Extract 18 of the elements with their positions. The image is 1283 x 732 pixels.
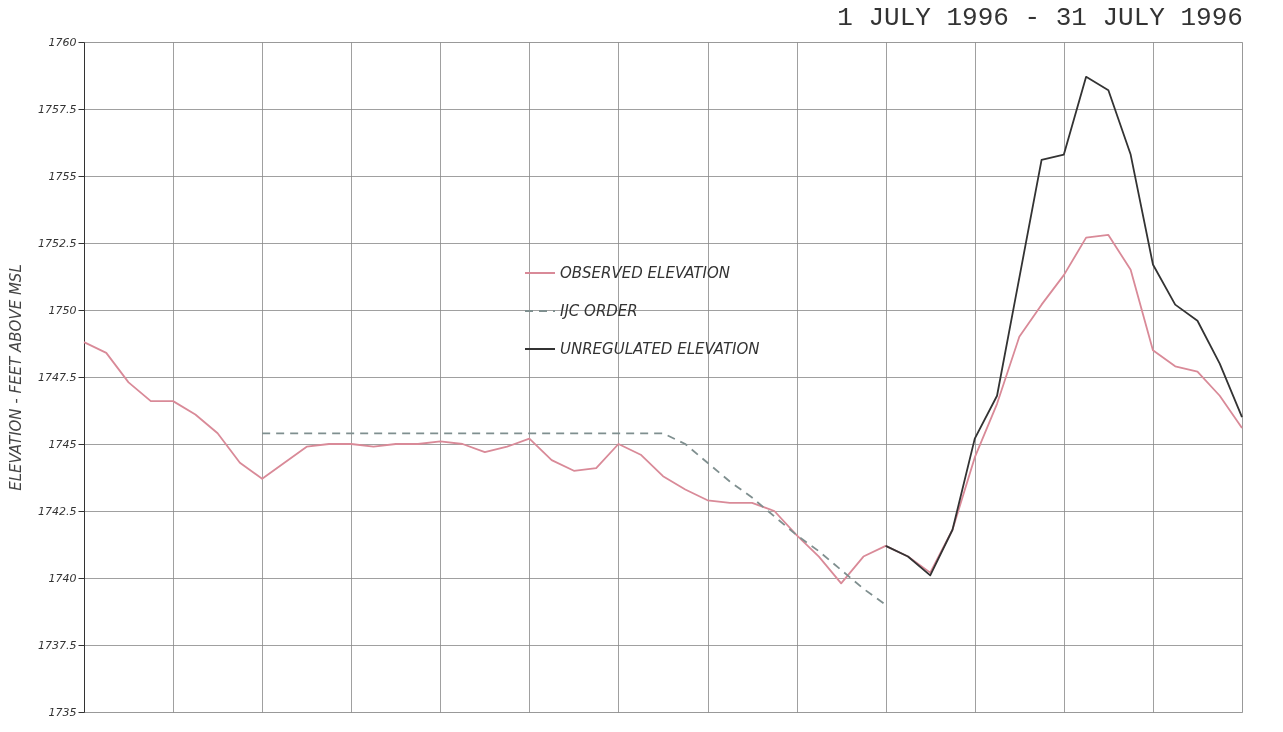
- legend-label: OBSERVED ELEVATION: [560, 264, 730, 282]
- line-series: [83, 234, 1243, 585]
- line-series: [884, 75, 1243, 577]
- legend-label: IJC ORDER: [560, 302, 638, 320]
- y-tick-label: 1737.5: [38, 638, 77, 652]
- y-tick-label: 1750: [48, 303, 77, 317]
- chart-title: 1 JULY 1996 - 31 JULY 1996: [837, 3, 1243, 33]
- legend-label: UNREGULATED ELEVATION: [560, 340, 760, 358]
- y-tick-label: 1742.5: [38, 504, 77, 518]
- y-tick-label: 1760: [48, 35, 77, 49]
- y-tick-label: 1752.5: [38, 236, 77, 250]
- y-tick-label: 1757.5: [38, 102, 77, 116]
- y-tick-label: 1735: [48, 705, 77, 719]
- y-axis-title: ELEVATION - FEET ABOVE MSL: [7, 264, 26, 491]
- y-tick-label: 1755: [48, 169, 77, 183]
- y-tick-label: 1747.5: [38, 370, 77, 384]
- y-tick-label: 1740: [48, 571, 77, 585]
- y-tick-label: 1745: [48, 437, 77, 451]
